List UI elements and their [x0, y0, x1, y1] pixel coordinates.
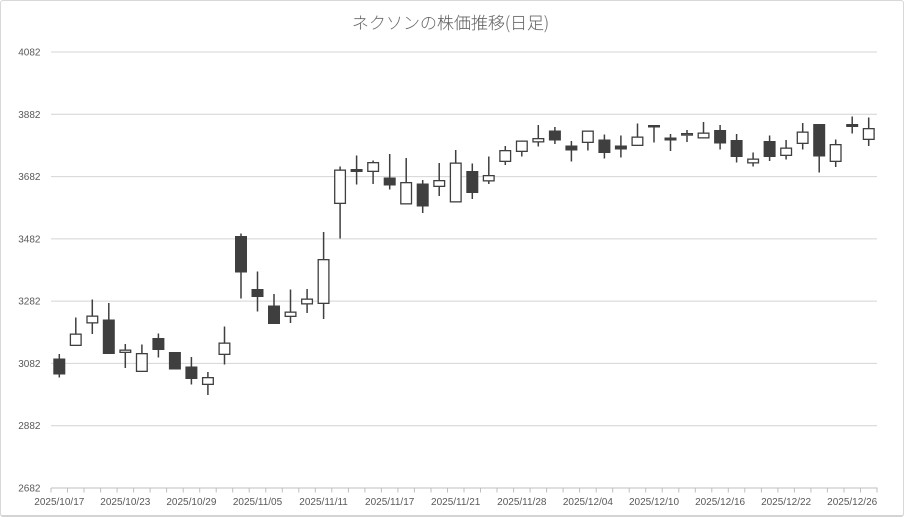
svg-text:3482: 3482 — [18, 234, 41, 245]
svg-text:2025/12/26: 2025/12/26 — [827, 497, 877, 508]
svg-text:2882: 2882 — [18, 421, 41, 432]
svg-text:2025/11/21: 2025/11/21 — [431, 497, 481, 508]
svg-text:3882: 3882 — [18, 110, 41, 121]
svg-text:2025/12/04: 2025/12/04 — [563, 497, 613, 508]
svg-text:4082: 4082 — [18, 48, 41, 59]
svg-text:2682: 2682 — [18, 484, 41, 495]
svg-text:2025/10/23: 2025/10/23 — [100, 497, 150, 508]
svg-text:2025/10/17: 2025/10/17 — [34, 497, 84, 508]
svg-text:2025/11/28: 2025/11/28 — [497, 497, 547, 508]
svg-text:3282: 3282 — [18, 297, 41, 308]
svg-text:2025/10/29: 2025/10/29 — [166, 497, 216, 508]
svg-text:3082: 3082 — [18, 359, 41, 370]
svg-text:2025/12/22: 2025/12/22 — [761, 497, 811, 508]
svg-text:2025/11/05: 2025/11/05 — [233, 497, 283, 508]
svg-text:2025/12/10: 2025/12/10 — [629, 497, 679, 508]
svg-text:2025/11/11: 2025/11/11 — [299, 497, 348, 508]
svg-text:3682: 3682 — [18, 172, 41, 183]
svg-text:2025/11/17: 2025/11/17 — [365, 497, 415, 508]
svg-text:2025/12/16: 2025/12/16 — [695, 497, 745, 508]
